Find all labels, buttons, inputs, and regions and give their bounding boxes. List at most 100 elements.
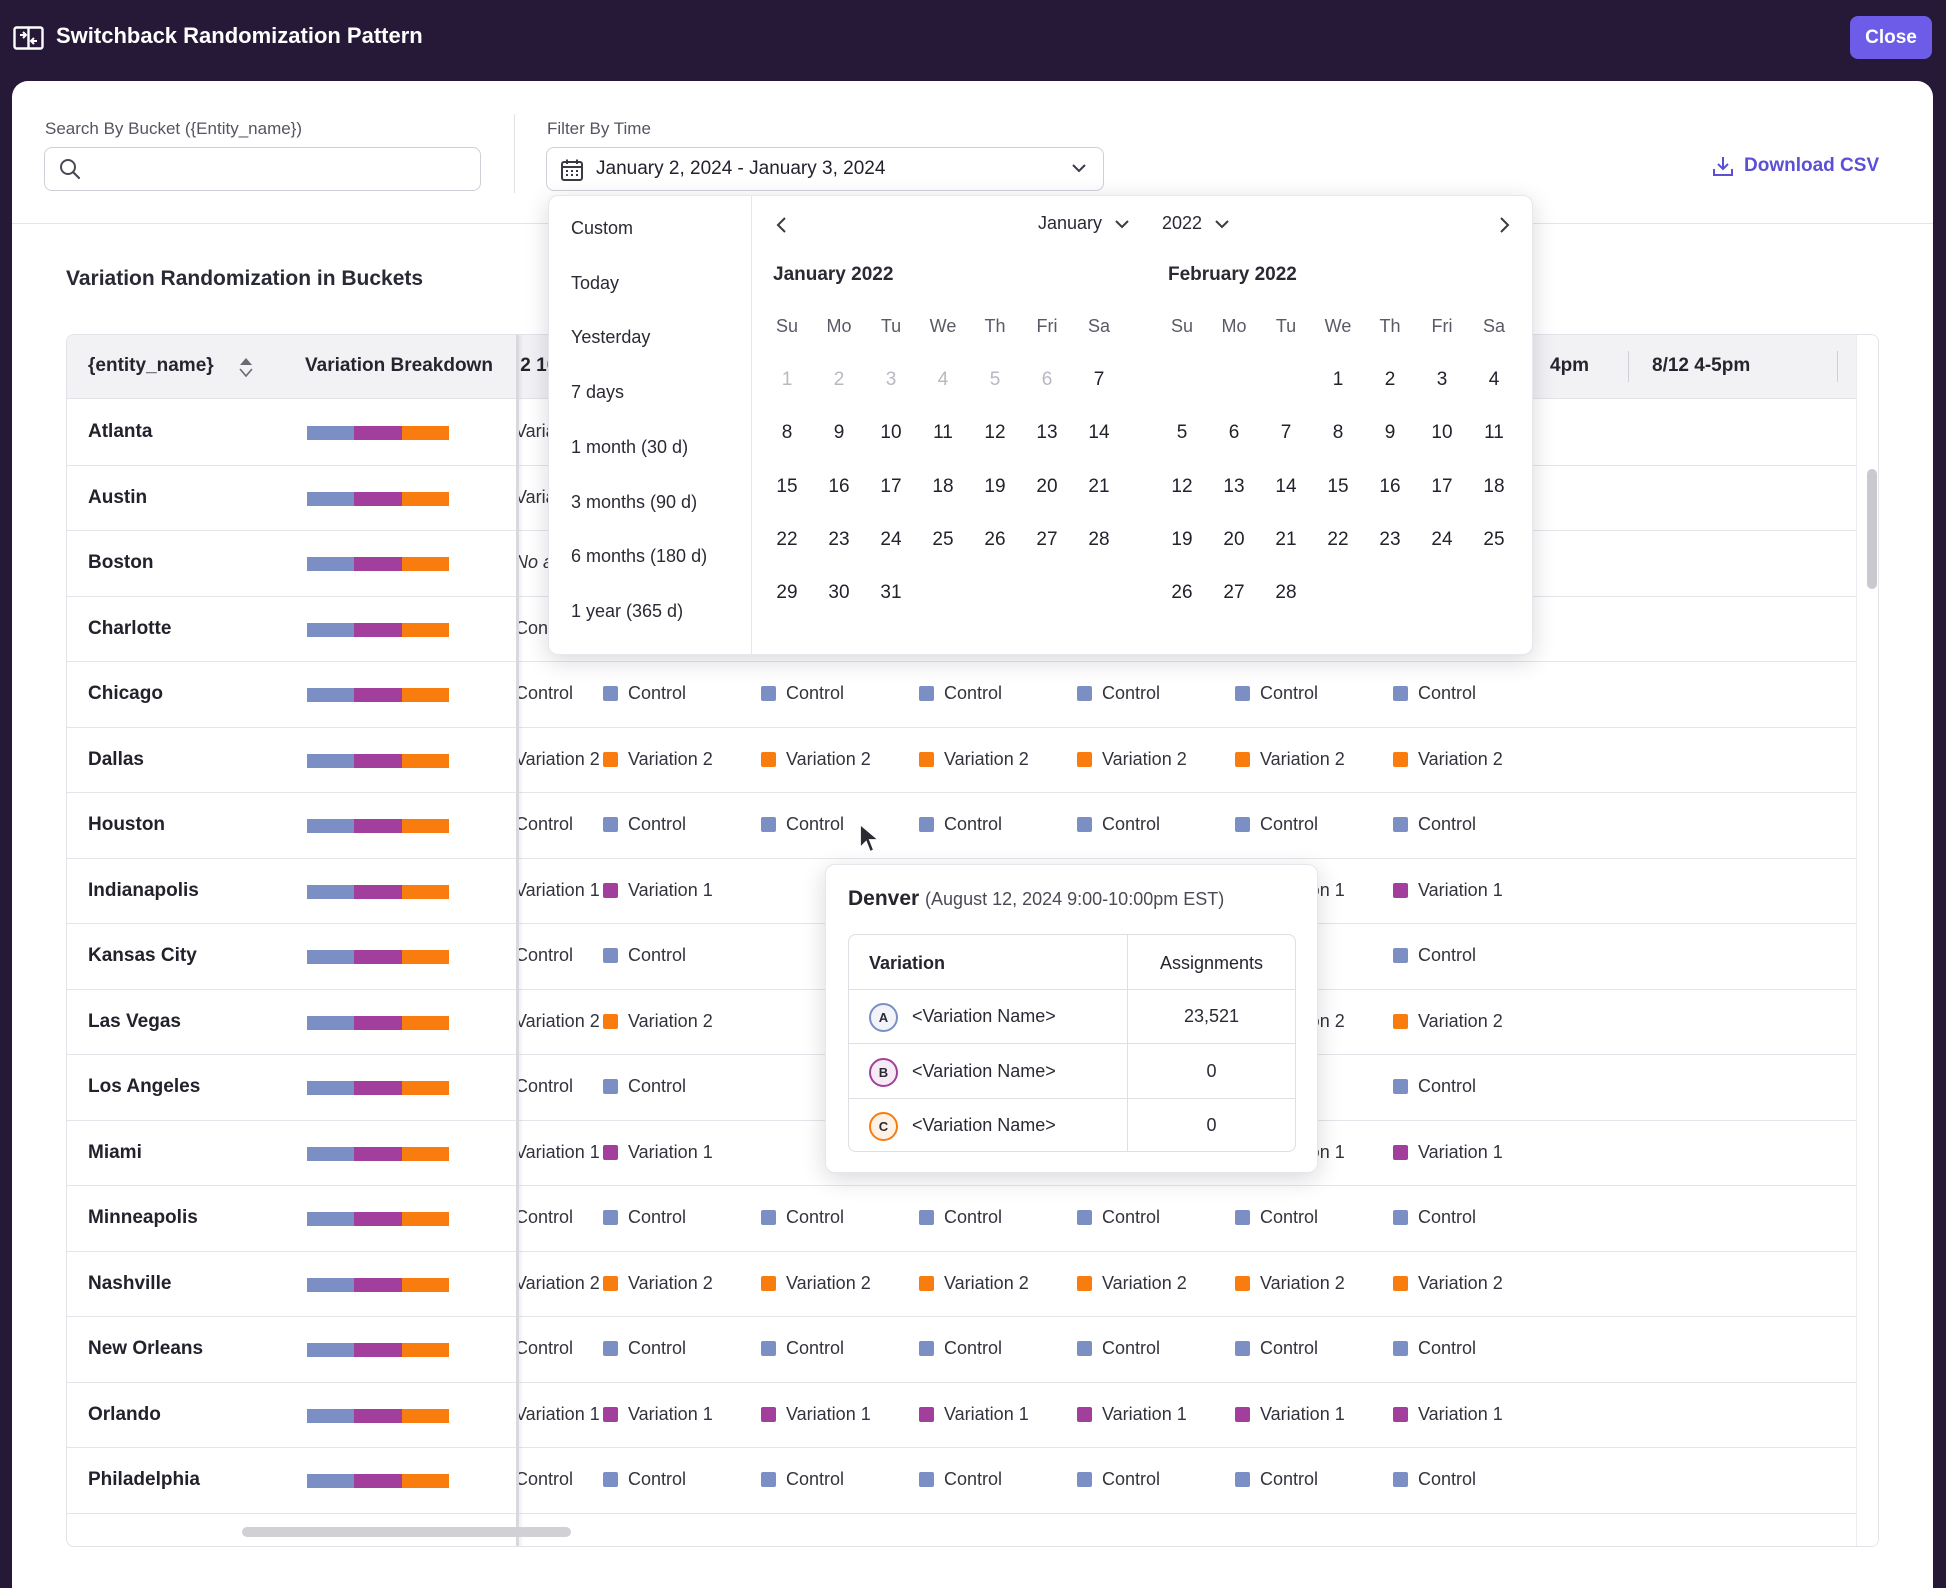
sort-icon[interactable] (237, 354, 255, 380)
assignment-cell[interactable]: Variation 2 (603, 749, 713, 770)
assignment-cell[interactable]: Variation 2 (519, 749, 600, 770)
calendar-day[interactable]: 13 (1036, 422, 1058, 444)
assignment-cell[interactable]: Variation 1 (519, 1404, 600, 1425)
calendar-day[interactable]: 19 (1171, 528, 1193, 550)
assignment-cell[interactable]: Control (1235, 1207, 1318, 1228)
assignment-cell[interactable]: Control (1393, 683, 1476, 704)
assignment-cell[interactable]: Variation 2 (1077, 1273, 1187, 1294)
assignment-cell[interactable]: Variation 1 (519, 880, 600, 901)
date-preset-option[interactable]: Yesterday (571, 327, 651, 348)
assignment-cell[interactable]: Control (519, 814, 573, 835)
assignment-cell[interactable]: Control (1393, 1076, 1476, 1097)
calendar-day[interactable]: 8 (781, 422, 793, 444)
assignment-cell[interactable]: Control (1393, 1469, 1476, 1490)
assignment-cell[interactable]: Variation 2 (1235, 1273, 1345, 1294)
calendar-day[interactable]: 5 (1176, 422, 1188, 444)
assignment-cell[interactable]: Control (1077, 814, 1160, 835)
calendar-day[interactable]: 20 (1036, 475, 1058, 497)
assignment-cell[interactable]: Variation 2 (1393, 749, 1503, 770)
assignment-cell[interactable]: Control (919, 814, 1002, 835)
calendar-day[interactable]: 24 (1431, 528, 1453, 550)
table-row[interactable]: Chicago Control Control Control Control Cont… (67, 662, 1857, 728)
date-preset-option[interactable]: 7 days (571, 382, 625, 403)
calendar-day[interactable]: 15 (776, 475, 798, 497)
calendar-day[interactable]: 16 (1379, 475, 1401, 497)
table-row[interactable]: Nashville Variation 2 Variation 2 Variatio… (67, 1252, 1857, 1317)
calendar-day[interactable]: 2 (833, 369, 845, 390)
close-button[interactable]: Close (1850, 16, 1932, 59)
assignment-cell[interactable]: Control (519, 945, 573, 966)
assignment-cell[interactable]: Control (1077, 1338, 1160, 1359)
assignment-cell[interactable]: Control (919, 683, 1002, 704)
assignment-cell[interactable]: Control (1393, 945, 1476, 966)
calendar-day[interactable]: 4 (937, 369, 949, 390)
calendar-day[interactable]: 20 (1223, 528, 1245, 550)
calendar-day[interactable]: 18 (932, 475, 954, 497)
calendar-day[interactable]: 26 (1171, 582, 1193, 604)
calendar-day[interactable]: 18 (1483, 475, 1505, 497)
calendar-day[interactable]: 22 (776, 528, 798, 550)
calendar-day[interactable]: 12 (1171, 475, 1193, 497)
calendar-day[interactable]: 3 (1436, 369, 1448, 390)
assignment-cell[interactable]: Control (519, 1338, 573, 1359)
calendar-day[interactable]: 5 (989, 369, 1001, 390)
calendar-day[interactable]: 17 (1431, 475, 1453, 497)
calendar-day[interactable]: 25 (1483, 528, 1505, 550)
assignment-cell[interactable]: Control (519, 1469, 573, 1490)
calendar-day[interactable]: 27 (1036, 528, 1058, 550)
assignment-cell[interactable]: Control (1235, 1469, 1318, 1490)
assignment-cell[interactable]: Control (761, 1469, 844, 1490)
calendar-day[interactable]: 26 (984, 528, 1006, 550)
assignment-cell[interactable]: Variation 1 (761, 1404, 871, 1425)
assignment-cell[interactable]: Control (1235, 683, 1318, 704)
assignment-cell[interactable]: Control (919, 1338, 1002, 1359)
table-row[interactable]: Dallas Variation 2 Variation 2 Variation 2… (67, 728, 1857, 793)
assignment-cell[interactable]: Control (603, 1076, 686, 1097)
vertical-scrollbar-thumb[interactable] (1867, 469, 1877, 589)
calendar-day[interactable]: 8 (1332, 422, 1344, 444)
assignment-cell[interactable]: Variation 1 (519, 1142, 600, 1163)
calendar-day[interactable]: 30 (828, 582, 850, 604)
assignment-cell[interactable]: Control (603, 683, 686, 704)
calendar-day[interactable]: 14 (1275, 475, 1297, 497)
assignment-cell[interactable]: Variation 2 (1077, 749, 1187, 770)
assignment-cell[interactable]: Control (519, 683, 573, 704)
assignment-cell[interactable]: Variation 2 (1393, 1273, 1503, 1294)
calendar-day[interactable]: 28 (1088, 528, 1110, 550)
assignment-cell[interactable]: Variation 2 (603, 1273, 713, 1294)
next-month-icon[interactable] (1497, 215, 1511, 235)
assignment-cell[interactable]: Control (919, 1469, 1002, 1490)
assignment-cell[interactable]: Control (1077, 683, 1160, 704)
date-preset-option[interactable]: Custom (571, 218, 634, 238)
search-input[interactable] (95, 154, 465, 184)
assignment-cell[interactable]: Variation 2 (919, 749, 1029, 770)
assignment-cell[interactable]: Control (519, 1207, 573, 1228)
calendar-day[interactable]: 9 (1384, 422, 1396, 444)
calendar-day[interactable]: 2 (1384, 369, 1396, 390)
calendar-day[interactable]: 10 (1431, 422, 1453, 444)
calendar-day[interactable]: 27 (1223, 582, 1245, 604)
date-preset-option[interactable]: Today (571, 272, 620, 293)
previous-month-icon[interactable] (775, 215, 789, 235)
calendar-day[interactable]: 3 (885, 369, 897, 390)
calendar-day[interactable]: 23 (1379, 528, 1401, 550)
assignment-cell[interactable]: Variation 1 (603, 880, 713, 901)
assignment-cell[interactable]: Control (919, 1207, 1002, 1228)
assignment-cell[interactable]: Control (1077, 1469, 1160, 1490)
calendar-day[interactable]: 22 (1327, 528, 1349, 550)
calendar-day[interactable]: 16 (828, 475, 850, 497)
calendar-day[interactable]: 12 (984, 422, 1006, 444)
assignment-cell[interactable]: Control (603, 1338, 686, 1359)
calendar-day[interactable]: 4 (1488, 369, 1500, 390)
month-select[interactable]: January (1038, 213, 1130, 234)
calendar-day[interactable]: 29 (776, 582, 798, 604)
search-field[interactable] (44, 147, 481, 191)
assignment-cell[interactable]: Variation 2 (761, 749, 871, 770)
calendar-day[interactable]: 28 (1275, 582, 1297, 604)
table-row[interactable]: Minneapolis Control Control Control Control… (67, 1186, 1857, 1252)
assignment-cell[interactable]: Control (603, 945, 686, 966)
calendar-day[interactable]: 6 (1041, 369, 1053, 390)
assignment-cell[interactable]: Variation 1 (603, 1142, 713, 1163)
assignment-cell[interactable]: Control (761, 814, 844, 835)
assignment-cell[interactable]: Variation 1 (1235, 1404, 1345, 1425)
